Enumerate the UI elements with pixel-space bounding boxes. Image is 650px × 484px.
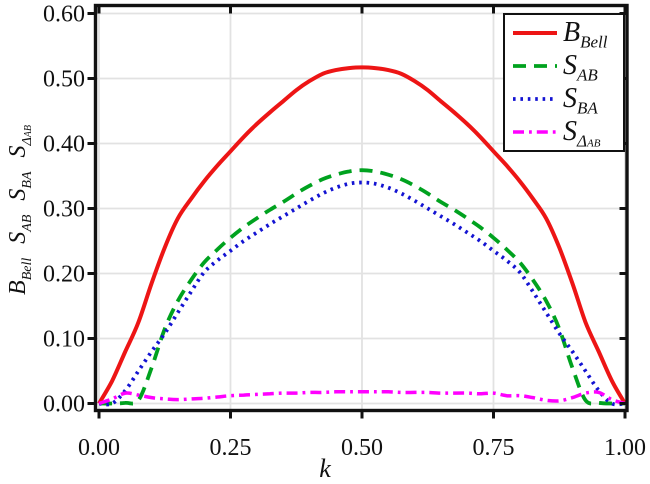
legend: BBell SAB SBA SΔAB — [503, 13, 625, 152]
y-label-token-sab: SAB — [5, 214, 35, 244]
legend-item-bbell: BBell — [511, 17, 619, 52]
y-tick-label: 0.60 — [43, 2, 85, 28]
legend-line-dashed-icon — [513, 64, 557, 69]
x-tick-label: 1.00 — [604, 435, 646, 461]
legend-label-bbell: BBell — [563, 17, 608, 52]
legend-item-sdeltaab: SΔAB — [511, 115, 619, 151]
tick-labels: 0.00 0.10 0.20 0.30 0.40 0.50 0.60 0.00 0.25 0.50… — [43, 2, 646, 462]
y-label-token-sdab: SΔAB — [5, 125, 35, 158]
series-line-s_delta_ab — [98, 390, 626, 406]
legend-label-sdeltaab: SΔAB — [563, 115, 601, 151]
legend-line-solid-icon — [513, 31, 557, 36]
x-tick-label: 0.00 — [78, 435, 120, 461]
legend-item-sab: SAB — [511, 50, 619, 85]
series-line-s_ab — [98, 168, 626, 406]
legend-item-sba: SBA — [511, 82, 619, 118]
y-tick-label: 0.10 — [43, 327, 85, 353]
x-tick-label: 0.50 — [341, 435, 383, 461]
x-tick-label: 0.75 — [473, 435, 515, 461]
series-line-b_bell — [97, 65, 626, 405]
legend-label-sab: SAB — [563, 50, 598, 85]
y-tick-label: 0.20 — [43, 262, 85, 288]
legend-line-dashdot-icon — [513, 129, 557, 134]
legend-line-dotted-icon — [513, 96, 557, 101]
y-label-token-sba: SBA — [5, 171, 35, 201]
y-tick-label: 0.30 — [43, 197, 85, 223]
y-tick-label: 0.00 — [43, 392, 85, 418]
y-tick-label: 0.50 — [43, 67, 85, 93]
x-axis-label: k — [319, 454, 331, 483]
series-lines — [97, 65, 626, 407]
y-tick-label: 0.40 — [43, 132, 85, 158]
y-label-token-bbell: BBell — [5, 257, 35, 295]
y-axis-label: BBell SAB SBA SΔAB — [0, 50, 36, 370]
legend-label-sba: SBA — [563, 82, 598, 118]
x-tick-label: 0.25 — [210, 435, 252, 461]
